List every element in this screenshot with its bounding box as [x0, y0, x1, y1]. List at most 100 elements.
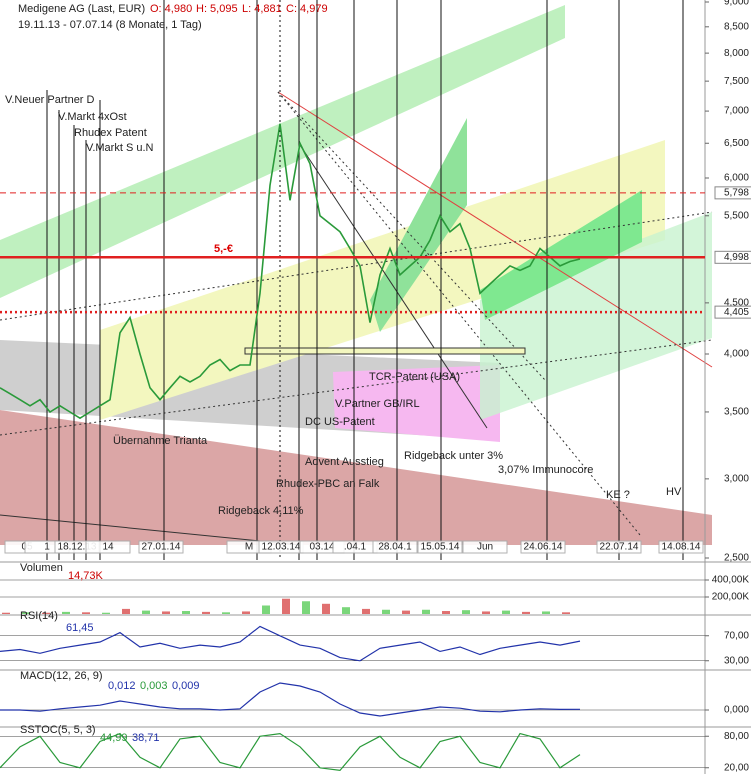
volume-bar	[222, 612, 230, 614]
trend-line	[277, 91, 546, 381]
volume-bar	[162, 611, 170, 614]
date-label: 27.01.14	[142, 542, 181, 553]
level-box	[714, 250, 751, 264]
volume-bar	[182, 611, 190, 614]
date-label: 03.14	[309, 542, 334, 553]
date-box	[138, 540, 184, 554]
date-label: 14	[102, 542, 114, 553]
indicator-line	[0, 732, 581, 772]
event-lines	[46, 0, 684, 560]
volume-bar	[202, 611, 210, 614]
annotation: V.Markt 4xOst	[58, 111, 127, 123]
y-tick-label: 8,500	[724, 21, 749, 32]
volume-bar	[262, 605, 270, 614]
date-label: 1	[44, 542, 50, 553]
date-label: 28.04.1	[378, 542, 412, 553]
level-label: 4,998	[724, 252, 749, 263]
y-tick-label: 7,500	[724, 76, 749, 87]
indicator-title: Volumen	[20, 562, 63, 574]
green-band	[0, 5, 565, 298]
volume-bar	[562, 612, 570, 614]
green-band-2	[480, 212, 712, 420]
volume-bar	[322, 603, 330, 614]
trend-line	[299, 144, 488, 429]
y-tick-label: 30,00	[724, 655, 749, 666]
date-label: 14.08.14	[662, 542, 701, 553]
annotation: V.Partner GB/IRL	[335, 398, 420, 410]
date-label: 12.03.14	[262, 542, 301, 553]
date-box	[372, 540, 418, 554]
date-label: Jun	[477, 542, 493, 553]
price-line	[0, 123, 581, 420]
date-label: 22.07.14	[600, 542, 639, 553]
red-band	[0, 410, 712, 545]
date-label: .04.1	[344, 542, 367, 553]
date-label: 18.12.13	[58, 542, 97, 553]
low: L: 4,881	[242, 3, 282, 15]
volume-bar	[42, 612, 50, 614]
date-label: M	[245, 542, 253, 553]
annotation: Rhudex Patent	[74, 127, 147, 139]
annotation: HV	[666, 486, 682, 498]
volume-bar	[382, 609, 390, 614]
open: O: 4,980	[150, 3, 192, 15]
trend-line	[277, 91, 641, 536]
indicator-title: MACD(12, 26, 9)	[20, 670, 103, 682]
indicator-value: 0,009	[172, 680, 200, 692]
volume-bar	[502, 610, 510, 614]
volume-bar	[282, 598, 290, 614]
volume-bar	[362, 608, 370, 614]
volume-bar	[522, 611, 530, 614]
close: C: 4,979	[286, 3, 328, 15]
title: Medigene AG (Last, EUR)	[18, 3, 145, 15]
date-box	[658, 540, 704, 554]
date-box	[417, 540, 463, 554]
y-tick-label: 7,000	[724, 106, 749, 117]
y-tick-label: 80,00	[724, 731, 749, 742]
annotation: TCR-Patent (USA)	[369, 371, 460, 383]
y-tick-label: 4,500	[724, 298, 749, 309]
annotation: Advent Ausstieg	[305, 456, 384, 468]
volume-bar	[2, 612, 10, 614]
steep-channel	[370, 118, 467, 332]
volume-bar	[542, 611, 550, 614]
volume-bar	[402, 610, 410, 614]
level-label: 4,405	[724, 307, 749, 318]
box	[244, 347, 526, 355]
volume-bar	[122, 608, 130, 614]
date-box	[462, 540, 508, 554]
level-box	[714, 186, 751, 200]
level-box	[714, 305, 751, 319]
annotation: DC US-Patent	[305, 416, 375, 428]
y-tick-label: 9,000	[724, 0, 749, 8]
annotation: KE ?	[606, 489, 630, 501]
y-tick-label: 6,500	[724, 138, 749, 149]
y-tick-label: 6,000	[724, 173, 749, 184]
date-box	[520, 540, 566, 554]
indicator-value: 0,012	[108, 680, 136, 692]
range: 19.11.13 - 07.07.14 (8 Monate, 1 Tag)	[18, 19, 202, 31]
indicator-title: RSI(14)	[20, 610, 58, 622]
volume-bar	[22, 612, 30, 614]
annotation: Ridgeback unter 3%	[404, 450, 503, 462]
annotation: 5,-€	[214, 243, 233, 255]
date-box	[596, 540, 642, 554]
indicator-value: 61,45	[66, 622, 94, 634]
volume-bar	[242, 611, 250, 614]
indicator-value: 44,99	[100, 732, 128, 744]
volume-bar	[462, 610, 470, 614]
indicator-line	[0, 682, 581, 717]
y-tick-label: 5,500	[724, 210, 749, 221]
level-label: 5,798	[724, 188, 749, 199]
indicator-title: SSTOC(5, 5, 3)	[20, 724, 96, 736]
date-label: 24.06.14	[524, 542, 563, 553]
y-tick-label: 8,000	[724, 48, 749, 59]
volume-bar	[422, 609, 430, 614]
y-tick-label: 2,500	[724, 553, 749, 564]
right-channel	[480, 190, 642, 320]
annotation: Ridgeback 4,11%	[218, 505, 304, 517]
y-tick-label: 3,000	[724, 474, 749, 485]
volume-bar	[62, 611, 70, 614]
y-tick-label: 4,000	[724, 349, 749, 360]
